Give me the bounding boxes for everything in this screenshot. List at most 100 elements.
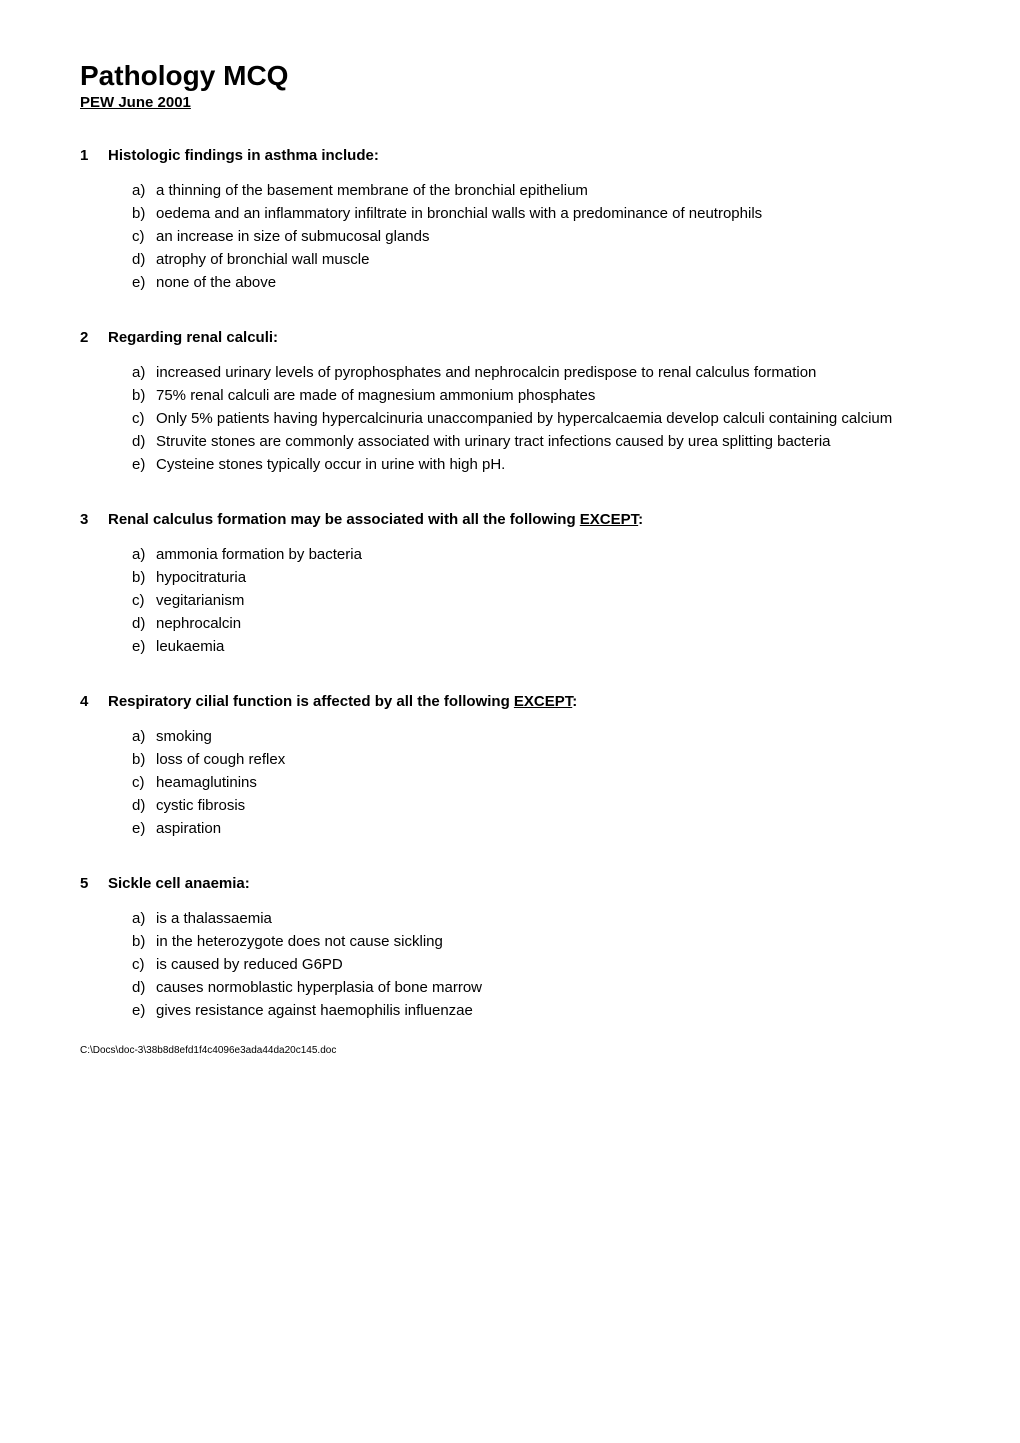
option-text: none of the above [156, 272, 940, 293]
option-letter: d) [132, 613, 156, 634]
question-number: 2 [80, 329, 108, 346]
question-text: Renal calculus formation may be associat… [108, 511, 940, 528]
option-letter: d) [132, 431, 156, 452]
option-row: b)oedema and an inflammatory infiltrate … [132, 203, 940, 224]
option-row: c)vegitarianism [132, 590, 940, 611]
question-block: 5Sickle cell anaemia: a)is a thalassaemia… [80, 875, 940, 1021]
option-text: vegitarianism [156, 590, 940, 611]
option-text: a thinning of the basement membrane of t… [156, 180, 940, 201]
option-letter: c) [132, 590, 156, 611]
option-letter: a) [132, 908, 156, 929]
document-footer: C:\Docs\doc-3\38b8d8efd1f4c4096e3ada44da… [80, 1045, 940, 1056]
question-block: 1Histologic findings in asthma include: a… [80, 147, 940, 293]
option-text: leukaemia [156, 636, 940, 657]
option-letter: b) [132, 385, 156, 406]
questions-container: 1Histologic findings in asthma include: a… [80, 147, 940, 1021]
option-text: ammonia formation by bacteria [156, 544, 940, 565]
options-list: a)smokingb)loss of cough reflexc)heamagl… [132, 726, 940, 839]
question-text-underline: EXCEPT [580, 511, 638, 528]
option-letter: b) [132, 203, 156, 224]
question-text-before: Respiratory cilial function is affected … [108, 693, 514, 710]
question-text: Histologic findings in asthma include: [108, 147, 940, 164]
option-row: a)is a thalassaemia [132, 908, 940, 929]
question-number: 1 [80, 147, 108, 164]
option-text: Cysteine stones typically occur in urine… [156, 454, 940, 475]
option-row: e)none of the above [132, 272, 940, 293]
option-letter: b) [132, 749, 156, 770]
option-row: c)heamaglutinins [132, 772, 940, 793]
option-row: e)gives resistance against haemophilis i… [132, 1000, 940, 1021]
option-text: atrophy of bronchial wall muscle [156, 249, 940, 270]
option-text: cystic fibrosis [156, 795, 940, 816]
question-block: 3Renal calculus formation may be associa… [80, 511, 940, 657]
option-row: a)ammonia formation by bacteria [132, 544, 940, 565]
option-text: increased urinary levels of pyrophosphat… [156, 362, 940, 383]
option-letter: e) [132, 636, 156, 657]
document-subtitle: PEW June 2001 [80, 94, 940, 111]
options-list: a)is a thalassaemiab)in the heterozygote… [132, 908, 940, 1021]
option-text: gives resistance against haemophilis inf… [156, 1000, 940, 1021]
option-text: aspiration [156, 818, 940, 839]
document-title: Pathology MCQ [80, 60, 940, 92]
question-text-underline: EXCEPT [514, 693, 572, 710]
option-letter: b) [132, 567, 156, 588]
option-letter: d) [132, 795, 156, 816]
option-text: hypocitraturia [156, 567, 940, 588]
option-text: nephrocalcin [156, 613, 940, 634]
question-text-after: : [638, 511, 643, 528]
question-header: 4Respiratory cilial function is affected… [80, 693, 940, 710]
option-row: e)Cysteine stones typically occur in uri… [132, 454, 940, 475]
option-letter: b) [132, 931, 156, 952]
question-number: 4 [80, 693, 108, 710]
option-letter: e) [132, 1000, 156, 1021]
option-letter: c) [132, 226, 156, 247]
option-letter: e) [132, 272, 156, 293]
option-row: b)75% renal calculi are made of magnesiu… [132, 385, 940, 406]
options-list: a)ammonia formation by bacteriab)hypocit… [132, 544, 940, 657]
question-block: 4Respiratory cilial function is affected… [80, 693, 940, 839]
option-row: b)in the heterozygote does not cause sic… [132, 931, 940, 952]
option-text: is a thalassaemia [156, 908, 940, 929]
option-letter: c) [132, 954, 156, 975]
option-letter: d) [132, 977, 156, 998]
option-row: a)a thinning of the basement membrane of… [132, 180, 940, 201]
question-text-before: Renal calculus formation may be associat… [108, 511, 580, 528]
question-text: Respiratory cilial function is affected … [108, 693, 940, 710]
option-row: e)aspiration [132, 818, 940, 839]
options-list: a)a thinning of the basement membrane of… [132, 180, 940, 293]
option-text: heamaglutinins [156, 772, 940, 793]
option-text: Only 5% patients having hypercalcinuria … [156, 408, 940, 429]
option-text: an increase in size of submucosal glands [156, 226, 940, 247]
question-header: 2Regarding renal calculi: [80, 329, 940, 346]
option-row: d)cystic fibrosis [132, 795, 940, 816]
option-row: a)increased urinary levels of pyrophosph… [132, 362, 940, 383]
question-header: 5Sickle cell anaemia: [80, 875, 940, 892]
option-letter: a) [132, 180, 156, 201]
option-row: d)atrophy of bronchial wall muscle [132, 249, 940, 270]
option-row: b)hypocitraturia [132, 567, 940, 588]
option-letter: c) [132, 408, 156, 429]
question-block: 2Regarding renal calculi: a)increased uri… [80, 329, 940, 475]
option-letter: e) [132, 818, 156, 839]
question-number: 3 [80, 511, 108, 528]
option-text: is caused by reduced G6PD [156, 954, 940, 975]
option-row: d)causes normoblastic hyperplasia of bon… [132, 977, 940, 998]
option-text: Struvite stones are commonly associated … [156, 431, 940, 452]
option-letter: c) [132, 772, 156, 793]
option-row: c)Only 5% patients having hypercalcinuri… [132, 408, 940, 429]
question-header: 3Renal calculus formation may be associa… [80, 511, 940, 528]
option-row: b)loss of cough reflex [132, 749, 940, 770]
option-row: a)smoking [132, 726, 940, 747]
option-text: causes normoblastic hyperplasia of bone … [156, 977, 940, 998]
option-letter: d) [132, 249, 156, 270]
option-row: d)Struvite stones are commonly associate… [132, 431, 940, 452]
option-text: 75% renal calculi are made of magnesium … [156, 385, 940, 406]
question-text-after: : [572, 693, 577, 710]
question-header: 1Histologic findings in asthma include: [80, 147, 940, 164]
question-number: 5 [80, 875, 108, 892]
option-letter: a) [132, 726, 156, 747]
option-row: e)leukaemia [132, 636, 940, 657]
option-row: d)nephrocalcin [132, 613, 940, 634]
question-text: Sickle cell anaemia: [108, 875, 940, 892]
option-letter: e) [132, 454, 156, 475]
